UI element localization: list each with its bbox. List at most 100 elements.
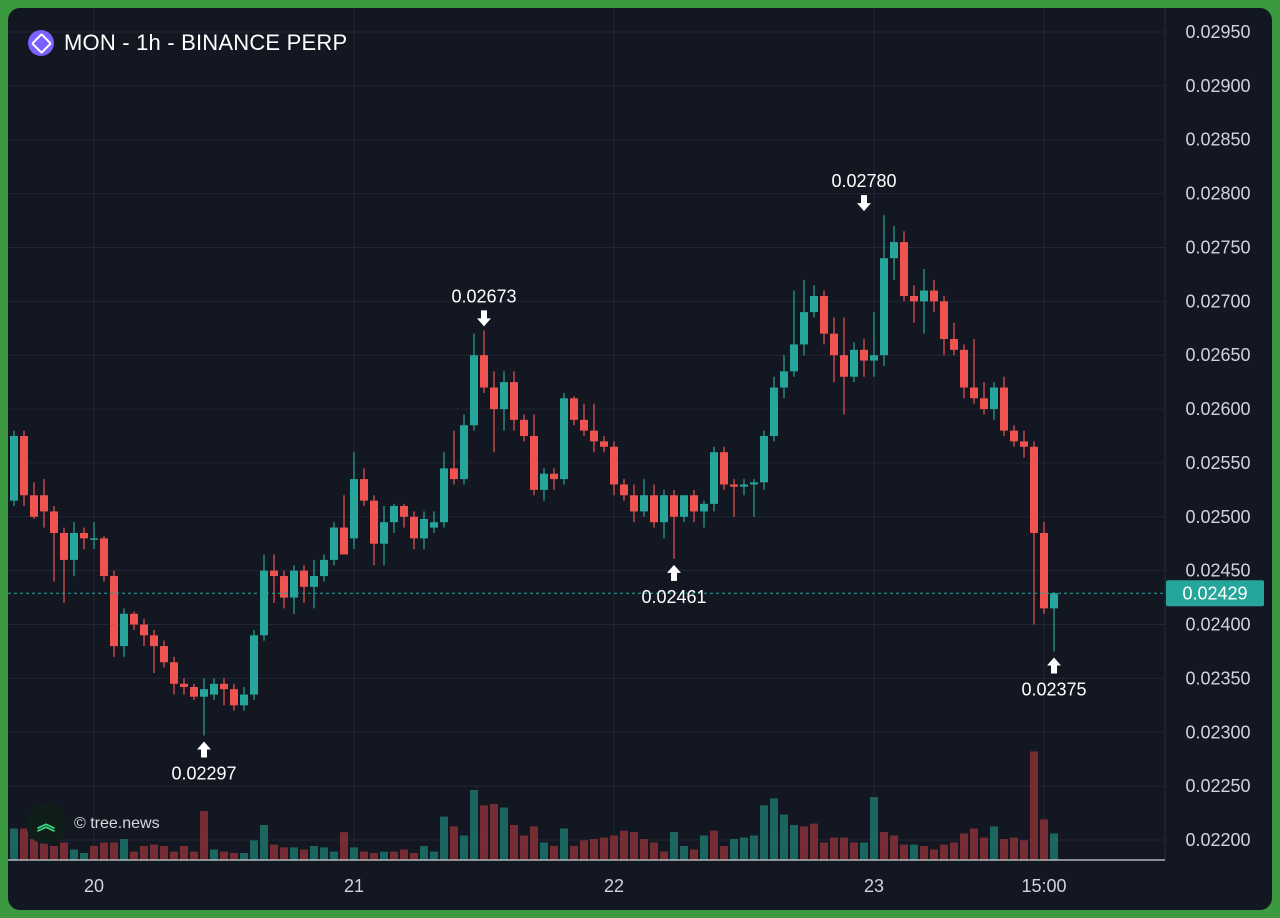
candle[interactable] (860, 339, 868, 377)
candle[interactable] (930, 279, 938, 313)
candle[interactable] (370, 495, 378, 566)
candle[interactable] (990, 382, 998, 420)
candle[interactable] (1040, 522, 1048, 614)
candle[interactable] (720, 446, 728, 490)
candle[interactable] (520, 414, 528, 442)
candle[interactable] (260, 554, 268, 641)
candle[interactable] (480, 330, 488, 393)
candle[interactable] (360, 468, 368, 507)
candle[interactable] (10, 430, 18, 507)
candle[interactable] (800, 279, 808, 356)
candle[interactable] (330, 522, 338, 566)
candle[interactable] (570, 396, 578, 426)
candle[interactable] (1050, 592, 1058, 652)
candle[interactable] (540, 468, 548, 501)
candle[interactable] (200, 678, 208, 736)
candle[interactable] (900, 231, 908, 302)
candle[interactable] (160, 640, 168, 668)
candle[interactable] (270, 554, 278, 603)
candle[interactable] (210, 678, 218, 700)
candle[interactable] (610, 441, 618, 496)
candle[interactable] (680, 495, 688, 523)
candle[interactable] (840, 317, 848, 415)
candle[interactable] (220, 678, 228, 706)
candle[interactable] (380, 506, 388, 566)
candle[interactable] (490, 371, 498, 453)
candle[interactable] (740, 479, 748, 496)
candle[interactable] (1020, 430, 1028, 458)
candle[interactable] (600, 436, 608, 453)
candlestick-chart[interactable]: 0.02297 0.02673 0.02461 0.02780 0.02375 0.029… (8, 8, 1272, 910)
candle[interactable] (140, 619, 148, 647)
candle[interactable] (730, 479, 738, 517)
candle[interactable] (880, 215, 888, 366)
candle[interactable] (630, 484, 638, 523)
candle[interactable] (950, 322, 958, 356)
candle[interactable] (120, 608, 128, 657)
candle[interactable] (870, 312, 878, 377)
candle[interactable] (440, 452, 448, 528)
candle[interactable] (1030, 441, 1038, 625)
candle[interactable] (410, 511, 418, 550)
candle[interactable] (250, 629, 258, 700)
candle[interactable] (830, 317, 838, 383)
candle[interactable] (970, 339, 978, 404)
candle[interactable] (400, 503, 408, 528)
candle[interactable] (350, 452, 358, 550)
candle[interactable] (1010, 425, 1018, 447)
candle[interactable] (650, 484, 658, 528)
candle[interactable] (100, 536, 108, 582)
candle[interactable] (790, 290, 798, 377)
candle[interactable] (320, 554, 328, 582)
candle[interactable] (700, 500, 708, 528)
candle[interactable] (290, 565, 298, 614)
candle[interactable] (40, 479, 48, 528)
candle[interactable] (340, 495, 348, 555)
candle[interactable] (980, 382, 988, 415)
candle[interactable] (770, 376, 778, 442)
candle[interactable] (70, 522, 78, 577)
candle[interactable] (240, 687, 248, 711)
candle[interactable] (640, 479, 648, 517)
candle[interactable] (130, 611, 138, 630)
candle[interactable] (230, 683, 238, 711)
candle[interactable] (510, 371, 518, 431)
candle[interactable] (920, 269, 928, 334)
candle[interactable] (590, 403, 598, 453)
candle[interactable] (450, 430, 458, 485)
candle[interactable] (60, 527, 68, 603)
candle[interactable] (310, 559, 318, 609)
candle[interactable] (550, 468, 558, 490)
candle[interactable] (960, 344, 968, 399)
candle[interactable] (810, 285, 818, 318)
candle[interactable] (750, 479, 758, 517)
candle[interactable] (560, 392, 568, 485)
candle[interactable] (460, 414, 468, 485)
candle[interactable] (690, 489, 698, 523)
candle[interactable] (190, 683, 198, 700)
candle[interactable] (670, 489, 678, 559)
candle[interactable] (150, 629, 158, 674)
candle[interactable] (500, 371, 508, 431)
candle[interactable] (850, 342, 858, 383)
candle[interactable] (760, 430, 768, 490)
candle[interactable] (390, 503, 398, 533)
candle[interactable] (430, 511, 438, 533)
candle[interactable] (280, 570, 288, 609)
candle[interactable] (300, 565, 308, 603)
candle[interactable] (90, 522, 98, 550)
candle[interactable] (20, 430, 28, 507)
candle[interactable] (660, 489, 668, 539)
candle[interactable] (1000, 376, 1008, 436)
candle[interactable] (910, 285, 918, 323)
candle[interactable] (940, 295, 948, 356)
candle[interactable] (580, 403, 588, 436)
candle[interactable] (50, 506, 58, 582)
candle[interactable] (620, 479, 628, 501)
candle[interactable] (180, 678, 188, 695)
candle[interactable] (710, 446, 718, 512)
candle[interactable] (530, 414, 538, 496)
candle[interactable] (820, 290, 828, 345)
candle[interactable] (780, 355, 788, 399)
candle[interactable] (170, 656, 178, 695)
